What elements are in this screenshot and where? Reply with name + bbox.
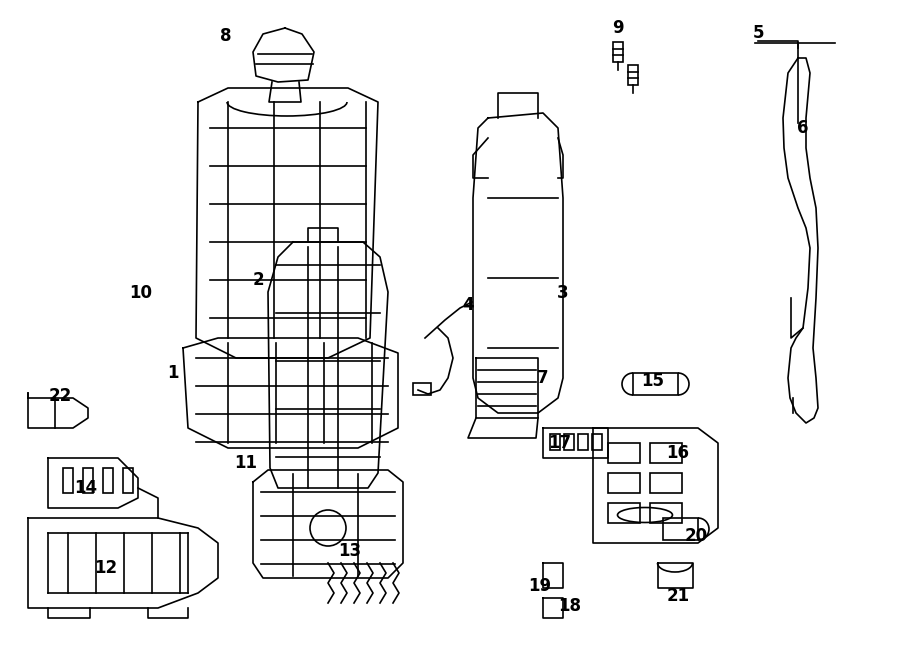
Text: 14: 14 [75, 479, 97, 497]
Text: 22: 22 [49, 387, 72, 405]
Text: 6: 6 [797, 119, 809, 137]
Text: 3: 3 [557, 284, 569, 302]
Bar [628, 65, 638, 85]
Bar [103, 468, 113, 493]
Bar [63, 468, 73, 493]
Bar [592, 434, 602, 450]
Text: 11: 11 [235, 454, 257, 472]
Bar [608, 443, 640, 463]
Bar [663, 518, 698, 540]
Bar [650, 443, 682, 463]
Text: 13: 13 [338, 542, 362, 560]
Text: 19: 19 [528, 577, 552, 595]
Bar [550, 434, 560, 450]
Bar [608, 473, 640, 493]
Text: 8: 8 [220, 27, 232, 45]
Text: 9: 9 [612, 19, 624, 37]
Bar [613, 42, 623, 62]
Text: 18: 18 [559, 597, 581, 615]
Text: 4: 4 [463, 296, 473, 314]
Text: 5: 5 [752, 24, 764, 42]
Bar [650, 503, 682, 523]
Text: 10: 10 [130, 284, 152, 302]
Bar [83, 468, 93, 493]
Bar [564, 434, 574, 450]
Text: 2: 2 [252, 271, 264, 289]
Text: 15: 15 [642, 372, 664, 390]
Bar [608, 503, 640, 523]
Text: 7: 7 [537, 369, 549, 387]
Bar [578, 434, 588, 450]
Bar [633, 373, 678, 395]
Text: 17: 17 [548, 434, 572, 452]
Text: 12: 12 [94, 559, 118, 577]
Bar [123, 468, 133, 493]
Text: 21: 21 [666, 587, 689, 605]
Text: 16: 16 [667, 444, 689, 462]
Bar [413, 383, 431, 395]
Text: 1: 1 [167, 364, 179, 382]
Text: 20: 20 [684, 527, 707, 545]
Bar [650, 473, 682, 493]
